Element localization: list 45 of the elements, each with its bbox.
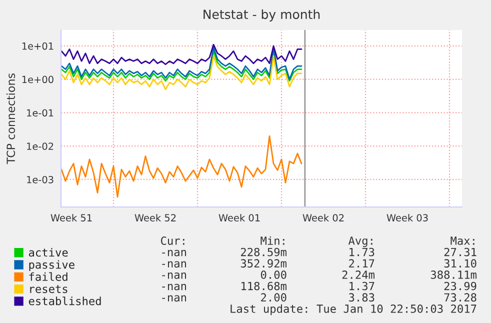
text: Min: (260, 236, 284, 245)
text: -nan (162, 295, 186, 302)
text: -nan (162, 272, 186, 279)
text: 31.10 (444, 259, 476, 268)
legend-label: active (28, 248, 68, 257)
text: 3.83 (348, 293, 374, 302)
legend-label: resets (30, 285, 68, 294)
x-tick-label: Week 03 (386, 214, 428, 222)
text: 118.68m (242, 282, 286, 290)
text: 2.00 (261, 293, 286, 302)
line-series (61, 135, 302, 198)
text: Cur: (160, 236, 184, 245)
line-series (61, 44, 302, 66)
text: 388.11m (430, 270, 476, 279)
text: 2.17 (349, 259, 374, 268)
x-tick-label: Week 51 (50, 214, 92, 222)
y-tick-label: 1e+01 (22, 42, 54, 50)
text: -nan (162, 261, 186, 268)
text: -nan (162, 250, 186, 256)
text: 352.92m (240, 259, 286, 268)
text: Avg: (348, 236, 372, 248)
y-tick-label: 1e-03 (27, 176, 54, 184)
text: 27.31 (444, 248, 476, 256)
legend-label: passive (29, 260, 74, 271)
legend-label: failed (29, 272, 68, 281)
y-axis-title: TCP connections (6, 73, 16, 164)
text: 1.73 (350, 248, 374, 256)
text: Max: (450, 236, 474, 245)
text: 23.99 (444, 282, 476, 290)
text: 1.37 (350, 282, 374, 290)
line-series (61, 55, 302, 90)
text: 0.00 (260, 270, 286, 279)
x-tick-label: Week 52 (134, 214, 176, 222)
legend-label: established (28, 296, 101, 306)
x-tick-label: Week 01 (218, 214, 260, 222)
text: 2.24m (342, 270, 374, 279)
text: -nan (162, 284, 186, 290)
y-tick-label: 1e+00 (22, 76, 54, 84)
text: 73.28 (444, 293, 476, 302)
text: Last update: Tue Jan 10 22:50:03 2017 (230, 304, 476, 316)
y-tick-label: 1e-01 (27, 109, 54, 117)
chart-title: Netstat - by month (204, 9, 320, 22)
text: 228.59m (241, 248, 286, 256)
y-tick-label: 1e-02 (27, 142, 54, 150)
x-tick-label: Week 02 (302, 214, 344, 222)
